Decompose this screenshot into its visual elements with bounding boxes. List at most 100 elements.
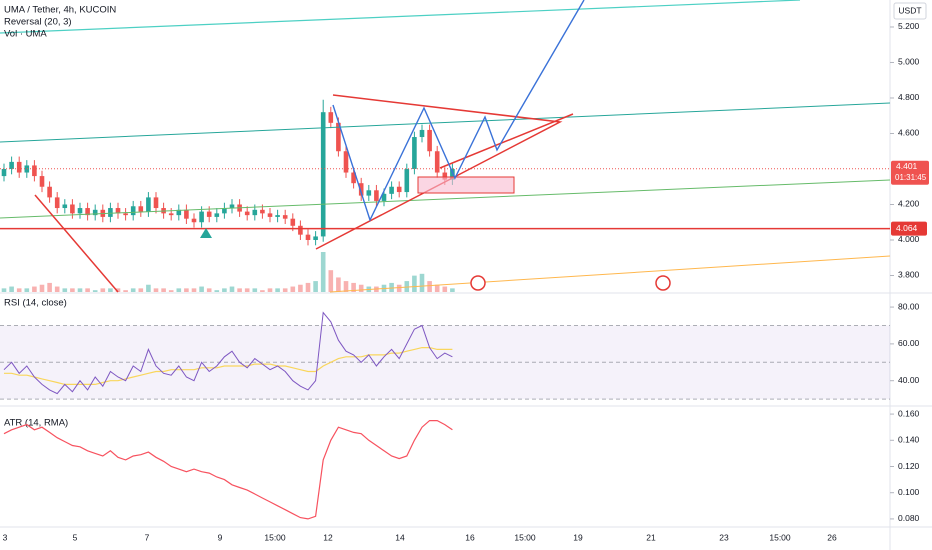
volume-bar xyxy=(358,284,364,292)
x-tick-label: 3 xyxy=(3,532,8,542)
x-tick-label: 9 xyxy=(218,532,223,542)
candle-body xyxy=(214,213,220,217)
x-tick-label: 15:00 xyxy=(769,532,791,542)
x-tick-label: 15:00 xyxy=(514,532,536,542)
volume-bar xyxy=(138,288,144,292)
signal-arrow xyxy=(200,228,212,238)
y-tick-label: 0.100 xyxy=(898,487,920,497)
candle-body xyxy=(412,137,417,169)
volume-bar xyxy=(130,288,136,292)
trend-line xyxy=(0,0,801,34)
volume-bar xyxy=(24,288,30,292)
volume-bar xyxy=(336,277,341,292)
candle-body xyxy=(123,213,128,216)
volume-bar xyxy=(108,288,113,292)
volume-bar xyxy=(85,288,90,292)
candle-body xyxy=(450,168,455,180)
x-tick-label: 19 xyxy=(573,532,583,542)
volume-bar xyxy=(343,281,349,292)
y-tick-label: 0.160 xyxy=(898,408,920,418)
x-tick-label: 14 xyxy=(395,532,405,542)
chart-title: UMA / Tether, 4h, KUCOIN xyxy=(4,5,116,16)
volume-bar xyxy=(100,288,106,292)
volume-bar xyxy=(412,275,417,292)
atr-title: ATR (14, RMA) xyxy=(4,418,68,429)
candle-body xyxy=(191,218,197,223)
currency-box[interactable] xyxy=(893,2,927,20)
candle-body xyxy=(54,197,60,209)
candle-body xyxy=(381,193,387,201)
candle-body xyxy=(206,211,212,217)
candle-body xyxy=(168,213,174,216)
volume-bar xyxy=(199,286,204,292)
candle-body xyxy=(77,208,83,214)
volume-bar xyxy=(404,281,410,292)
candle-body xyxy=(62,204,68,209)
candle-body xyxy=(267,213,273,217)
volume-bar xyxy=(389,282,394,292)
candle-body xyxy=(70,204,75,214)
candle-body xyxy=(1,168,7,177)
trend-line xyxy=(0,102,891,143)
candle-body xyxy=(427,129,432,152)
indicator-label: Vol · UMA xyxy=(4,29,47,40)
volume-bar xyxy=(434,284,440,292)
y-tick-label: 0.080 xyxy=(898,513,920,523)
volume-bar xyxy=(229,286,235,292)
y-tick-label: 5.000 xyxy=(898,57,920,67)
volume-bar xyxy=(123,290,128,292)
y-tick-label: 4.200 xyxy=(898,199,920,209)
x-tick-label: 5 xyxy=(73,532,78,542)
y-tick-label: 60.00 xyxy=(898,338,920,348)
level-label: 4.064 xyxy=(896,223,918,233)
currency-label: USDT xyxy=(898,5,921,15)
volume-bar xyxy=(396,284,402,292)
x-tick-label: 16 xyxy=(465,532,475,542)
volume-bar xyxy=(298,284,303,292)
candle-body xyxy=(419,129,425,138)
candle-body xyxy=(282,215,288,219)
candle-body xyxy=(298,225,303,235)
candle-body xyxy=(115,208,121,214)
candle-body xyxy=(85,208,90,216)
candle-body xyxy=(305,234,311,240)
x-tick-label: 12 xyxy=(323,532,333,542)
volume-bar xyxy=(252,288,258,292)
volume-bar xyxy=(161,288,166,292)
candle-body xyxy=(153,197,159,209)
zone xyxy=(417,176,515,194)
candle-body xyxy=(320,112,326,237)
volume-bar xyxy=(9,286,14,292)
candle-body xyxy=(351,172,356,184)
x-tick-label: 23 xyxy=(719,532,729,542)
candle-body xyxy=(9,161,14,169)
x-tick-label: 15:00 xyxy=(264,532,286,542)
volume-bar xyxy=(62,288,68,292)
last-price-label: 4.401 xyxy=(896,161,918,171)
y-tick-label: 0.140 xyxy=(898,435,920,445)
volume-bar xyxy=(328,270,334,292)
y-tick-label: 40.00 xyxy=(898,375,920,385)
level-tag xyxy=(891,221,927,236)
y-tick-label: 4.800 xyxy=(898,92,920,102)
volume-bar xyxy=(168,290,174,292)
candle-body xyxy=(374,190,379,201)
volume-bar xyxy=(275,288,280,292)
volume-bar xyxy=(450,288,455,292)
volume-bar xyxy=(290,286,296,292)
trend-line xyxy=(34,194,119,293)
volume-bar xyxy=(32,286,37,292)
rsi-title: RSI (14, close) xyxy=(4,298,67,309)
candle-body xyxy=(396,186,402,193)
candle-body xyxy=(108,208,113,217)
y-tick-label: 4.000 xyxy=(898,234,920,244)
volume-bar xyxy=(313,281,318,292)
volume-bar xyxy=(92,290,98,292)
volume-bar xyxy=(54,286,60,292)
candle-body xyxy=(313,236,318,240)
candle-body xyxy=(358,183,364,196)
volume-bar xyxy=(16,288,22,292)
candle-body xyxy=(244,211,250,216)
candle-body xyxy=(138,206,144,212)
candle-body xyxy=(199,211,204,223)
